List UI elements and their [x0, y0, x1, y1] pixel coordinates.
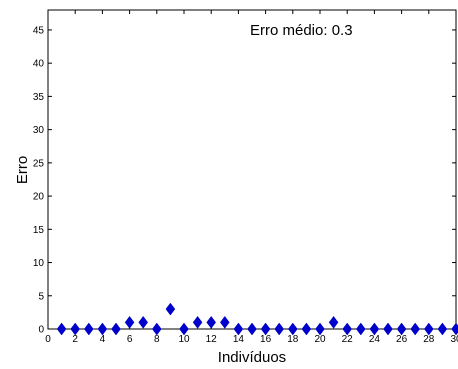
y-tick-label: 15	[33, 225, 45, 236]
data-point	[206, 315, 217, 329]
x-tick-label: 18	[287, 334, 299, 345]
data-point	[192, 315, 203, 329]
data-point	[233, 322, 244, 336]
x-tick-label: 0	[45, 334, 51, 345]
y-tick-label: 30	[33, 125, 45, 136]
data-point	[260, 322, 271, 336]
y-tick-label: 40	[33, 59, 45, 70]
y-tick-label: 10	[33, 258, 45, 269]
x-tick-label: 8	[154, 334, 160, 345]
x-tick-label: 14	[233, 334, 245, 345]
data-point	[70, 322, 81, 336]
data-point	[274, 322, 285, 336]
y-tick-label: 20	[33, 192, 45, 203]
data-point	[301, 322, 312, 336]
x-tick-label: 22	[342, 334, 354, 345]
data-point	[342, 322, 353, 336]
data-point	[451, 322, 458, 336]
data-point	[355, 322, 366, 336]
y-tick-label: 25	[33, 158, 45, 169]
x-axis-label: Indivíduos	[218, 349, 286, 366]
x-tick-label: 28	[423, 334, 435, 345]
data-point	[111, 322, 121, 336]
data-point	[151, 322, 162, 336]
data-point	[247, 322, 257, 336]
x-tick-label: 10	[178, 334, 190, 345]
data-point	[369, 322, 380, 336]
data-point	[138, 315, 149, 329]
x-tick-label: 20	[314, 334, 326, 345]
x-tick-label: 30	[450, 334, 458, 345]
data-point	[328, 315, 339, 329]
data-point	[83, 322, 94, 336]
y-tick-label: 45	[33, 25, 45, 36]
data-point	[124, 315, 135, 329]
data-point	[383, 322, 393, 336]
data-point	[97, 322, 108, 336]
x-tick-label: 26	[396, 334, 408, 345]
x-tick-label: 2	[72, 334, 78, 345]
data-point	[219, 315, 230, 329]
x-axis-ticks: 024681012141618202224262830	[45, 10, 458, 345]
data-point	[423, 322, 434, 336]
y-tick-label: 0	[38, 325, 44, 336]
data-point	[410, 322, 421, 336]
x-tick-label: 4	[100, 334, 106, 345]
data-point	[315, 322, 325, 336]
data-point	[179, 322, 189, 336]
data-point	[437, 322, 448, 336]
x-tick-label: 16	[260, 334, 272, 345]
plot-area	[47, 9, 457, 330]
data-point	[287, 322, 298, 336]
y-axis-label: Erro	[14, 156, 31, 184]
data-point	[396, 322, 407, 336]
x-tick-label: 24	[369, 334, 381, 345]
y-tick-label: 35	[33, 92, 45, 103]
data-points	[56, 302, 458, 336]
x-tick-label: 12	[206, 334, 218, 345]
x-tick-label: 6	[127, 334, 133, 345]
data-point	[165, 302, 176, 316]
data-point	[56, 322, 67, 336]
y-tick-label: 5	[38, 291, 44, 302]
y-axis-ticks: 0 5 10 15 20 25 30 35 40 45	[33, 25, 456, 336]
chart-annotation: Erro médio: 0.3	[250, 22, 353, 39]
